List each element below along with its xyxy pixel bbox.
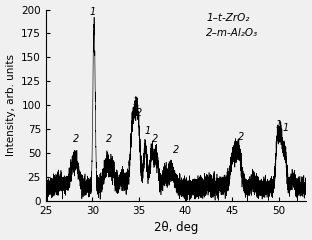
Text: 1: 1 [132, 97, 138, 107]
Text: 2: 2 [136, 108, 143, 118]
Text: 1: 1 [275, 120, 282, 130]
Text: 1: 1 [283, 123, 289, 133]
Text: 2: 2 [152, 134, 158, 144]
Text: 1: 1 [144, 126, 150, 136]
Text: 2: 2 [238, 132, 244, 142]
Text: 2: 2 [73, 134, 80, 144]
Text: 2: 2 [106, 134, 112, 144]
Y-axis label: Intensity, arb. units: Intensity, arb. units [6, 54, 16, 156]
Text: 2: 2 [173, 145, 179, 155]
Text: 1: 1 [90, 7, 96, 17]
Text: 1–t-ZrO₂
2–m-Al₂O₃: 1–t-ZrO₂ 2–m-Al₂O₃ [206, 13, 258, 38]
X-axis label: 2θ, deg: 2θ, deg [154, 222, 198, 234]
